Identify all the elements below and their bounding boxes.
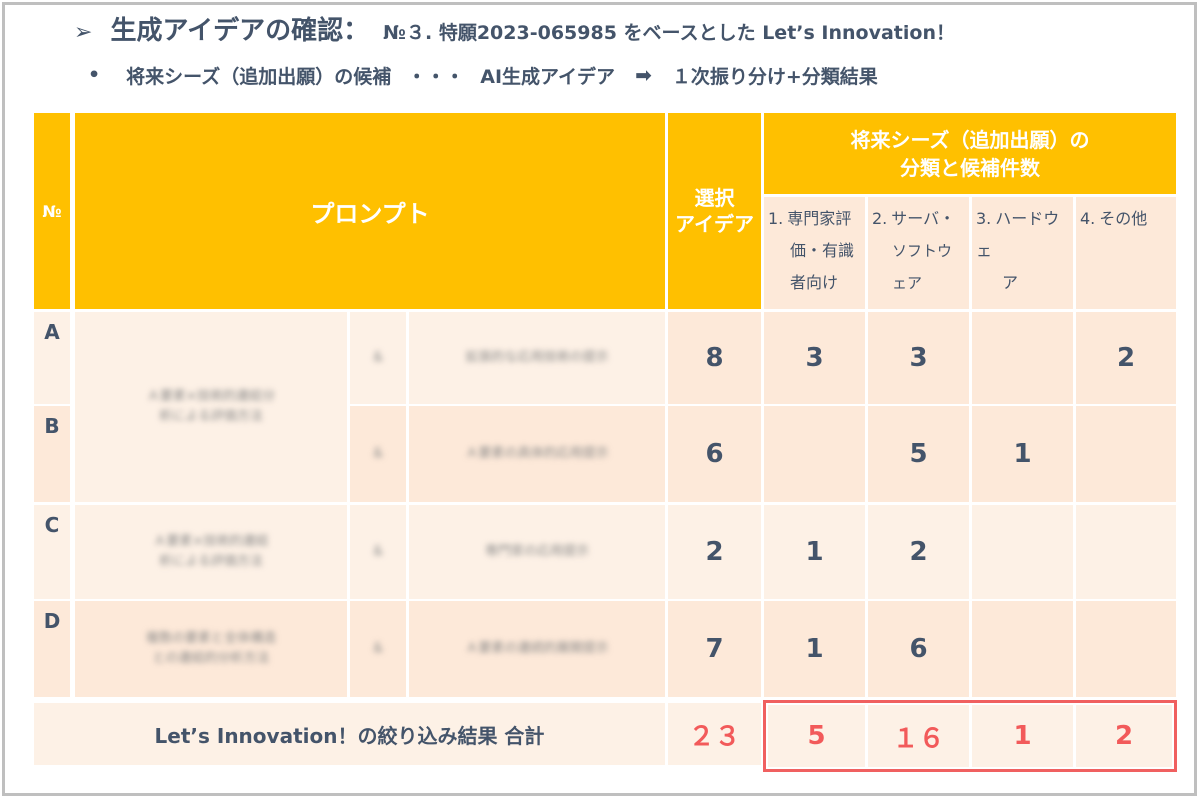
header-category-2: 2. サーバ・ ソフトウェア [868, 197, 969, 309]
row-a-cat4: 2 [1076, 312, 1176, 404]
total-cat1: 5 [768, 705, 865, 767]
header-selected-ideas: 選択 アイデア [668, 113, 761, 309]
title-sub: №３. 特願2023-065985 をベースとした Let’s Innovati… [383, 22, 955, 44]
row-c-cat4 [1076, 505, 1176, 599]
prompt-sub-a: 拡張的な応用技術の提示 [409, 312, 665, 404]
row-d-cat3 [972, 601, 1073, 697]
prompt-sub-d: Ａ要素の連続的展開提示 [409, 601, 665, 697]
row-d-cat1: 1 [764, 601, 865, 697]
title-main: 生成アイデアの確認： [110, 16, 370, 46]
header-category-4: 4. その他 [1076, 197, 1176, 309]
row-a-cat2: 3 [868, 312, 969, 404]
row-b-cat4 [1076, 406, 1176, 502]
row-d-cat2: 6 [868, 601, 969, 697]
prompt-marker-d: ＆ [350, 601, 406, 697]
slide-title: ➢ 生成アイデアの確認： №３. 特願2023-065985 をベースとした L… [74, 10, 955, 46]
header-prompt: プロンプト [75, 113, 665, 309]
total-selected: ２３ [668, 703, 761, 765]
subtitle-dots: ・・・ [407, 65, 465, 88]
row-label-a: A [34, 312, 70, 404]
prompt-main-c: Ａ要素×技術的連結 析による評価方法 [75, 505, 347, 599]
header-category-group: 将来シーズ（追加出願）の 分類と候補件数 [764, 113, 1176, 194]
row-label-d: D [34, 601, 70, 697]
total-cat4: 2 [1076, 705, 1172, 767]
row-d-selected: 7 [668, 601, 761, 697]
row-c-selected: 2 [668, 505, 761, 599]
arrow-bullet-icon: ➢ [74, 20, 93, 45]
prompt-sub-b: Ａ要素の具体的応用提示 [409, 406, 665, 502]
row-a-selected: 8 [668, 312, 761, 404]
prompt-sub-c: 専門家の応用提示 [409, 505, 665, 599]
prompt-main-ab: Ａ要素×技術的連結分 析による評価方法 [75, 312, 347, 502]
row-a-cat1: 3 [764, 312, 865, 404]
row-c-cat1: 1 [764, 505, 865, 599]
prompt-marker-a: ＆ [350, 312, 406, 404]
right-arrow-icon: ➡ [635, 63, 652, 87]
row-label-c: C [34, 505, 70, 599]
subtitle-text-3: １次振り分け+分類結果 [671, 65, 878, 88]
row-b-cat1 [764, 406, 865, 502]
row-a-cat3 [972, 312, 1073, 404]
row-c-cat2: 2 [868, 505, 969, 599]
header-category-3: 3. ハードウェ ア [972, 197, 1073, 309]
row-b-selected: 6 [668, 406, 761, 502]
prompt-marker-c: ＆ [350, 505, 406, 599]
row-b-cat3: 1 [972, 406, 1073, 502]
subtitle-text-2: AI生成アイデア [480, 65, 616, 88]
row-d-cat4 [1076, 601, 1176, 697]
total-cat2: １６ [868, 705, 969, 767]
row-label-b: B [34, 406, 70, 502]
row-b-cat2: 5 [868, 406, 969, 502]
prompt-marker-b: ＆ [350, 406, 406, 502]
total-cat3: 1 [972, 705, 1073, 767]
prompt-main-d: 複数の要素と全体構造 との連結的分析方法 [75, 601, 347, 697]
header-no: № [34, 113, 70, 309]
subtitle-text-1: 将来シーズ（追加出願）の候補 [126, 65, 392, 88]
slide-subtitle: • 将来シーズ（追加出願）の候補 ・・・ AI生成アイデア ➡ １次振り分け+分… [88, 60, 878, 90]
total-label: Let’s Innovation！の絞り込み結果 合計 [34, 703, 665, 765]
bullet-icon: • [88, 64, 101, 86]
header-category-1: 1. 専門家評 価・有識 者向け [764, 197, 865, 309]
row-c-cat3 [972, 505, 1073, 599]
